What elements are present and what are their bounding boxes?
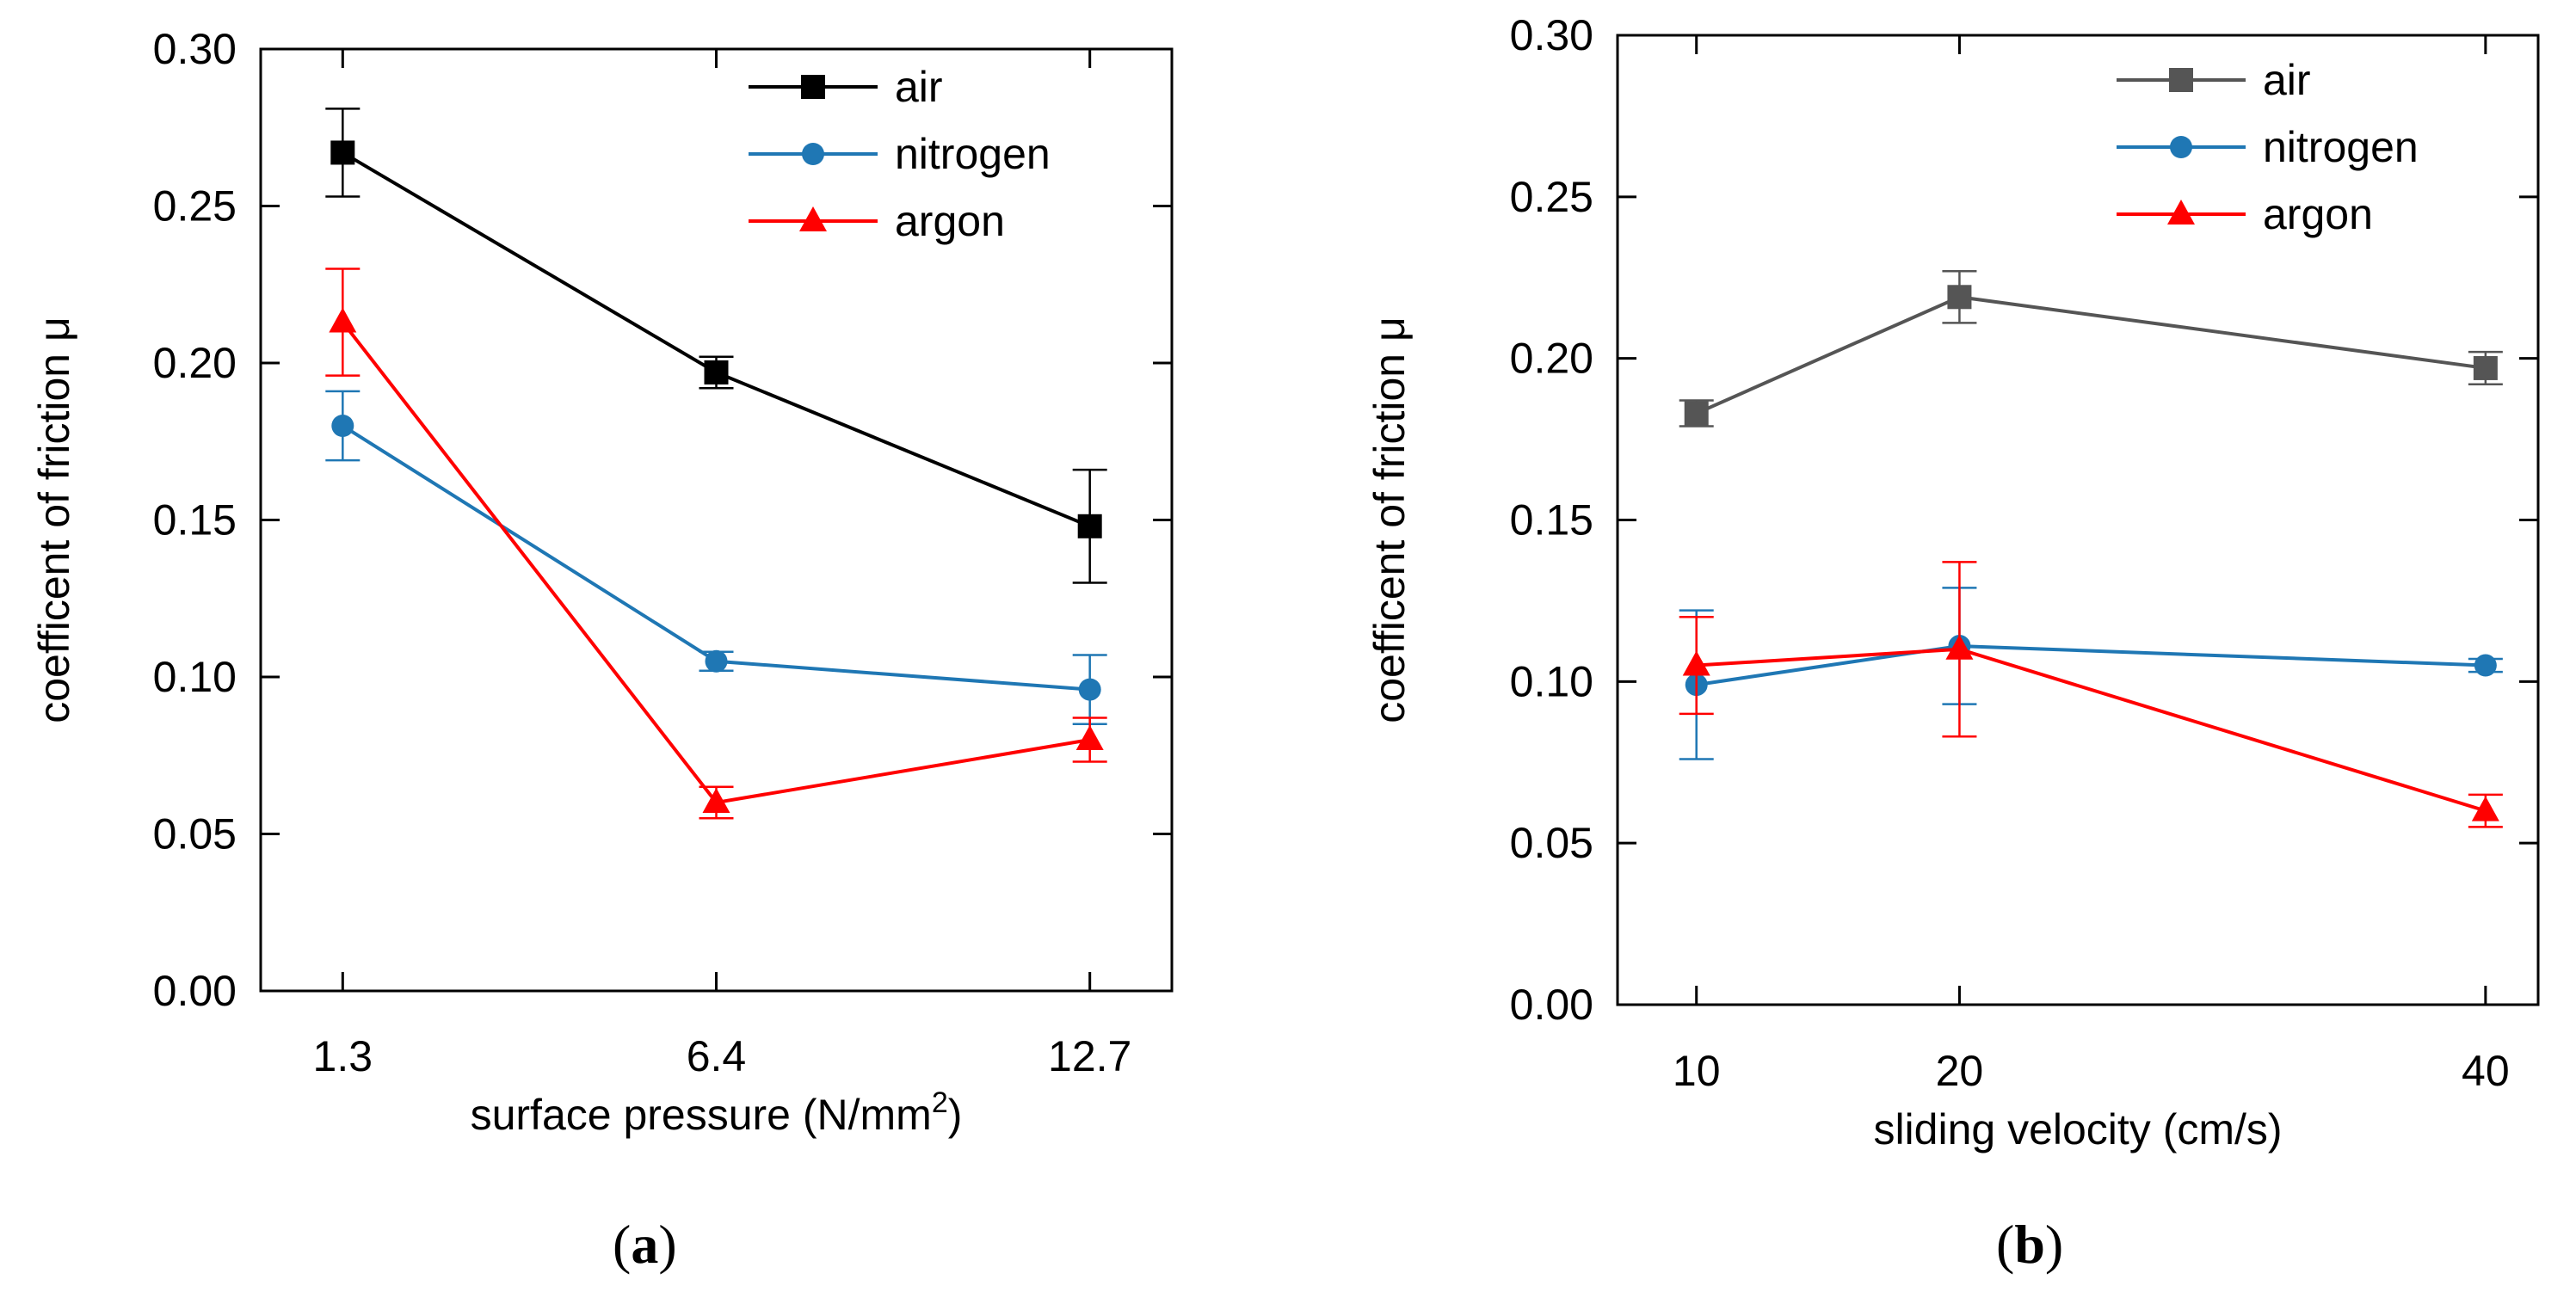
x-tick-label: 40 [2462,1047,2510,1095]
data-point-air [1684,401,1709,426]
legend-label: air [2263,56,2311,104]
legend-marker [2169,68,2193,92]
legend-entry-argon: argon [2117,190,2373,238]
y-tick-label: 0.30 [1510,11,1593,59]
x-tick-label: 12.7 [1048,1032,1131,1080]
x-tick-label: 1.3 [313,1032,373,1080]
data-point-argon [1945,634,1974,660]
y-tick-label: 0.20 [1510,335,1593,383]
data-point-air [1947,285,1972,310]
legend-label: nitrogen [2263,123,2419,171]
legend-entry-nitrogen: nitrogen [749,130,1051,178]
data-point-argon [2471,796,2499,821]
series-line-argon [1696,647,2487,813]
legend-label: air [895,63,943,111]
legend-entry-nitrogen: nitrogen [2117,123,2419,171]
series-line-nitrogen [1696,644,2486,687]
legend-entry-air: air [749,63,943,111]
series-line-argon [341,321,1091,805]
panel-a: 0.00 0.05 0.10 0.15 0.20 0.25 0.30 1.3 6.4 12.7 su… [30,25,1174,1275]
panel-sublabel-letter: b [2014,1214,2045,1275]
legend-marker [2170,136,2192,158]
legend-label: argon [895,197,1005,245]
data-point-nitrogen [2474,654,2497,677]
legend-marker [2167,200,2195,225]
y-tick-label: 0.20 [153,339,237,387]
y-tick-label: 0.10 [1510,657,1593,705]
data-point-air [704,360,729,384]
legend-label: argon [2263,190,2373,238]
plot-frame [259,47,1174,993]
legend-label: nitrogen [895,130,1051,178]
x-axis-label-close: ) [948,1091,963,1139]
y-tick-label: 0.00 [153,967,237,1015]
panel-b: 0.00 0.05 0.10 0.15 0.20 0.25 0.30 10 20 40 slidin… [1365,11,2540,1275]
x-axis-label: sliding velocity (cm/s) [1873,1105,2282,1153]
y-tick-label: 0.05 [153,810,237,858]
data-point-nitrogen [331,415,354,437]
panel-sublabel: (b) [1996,1214,2063,1275]
x-tick-label: 20 [1936,1047,1984,1095]
data-point-argon [329,307,357,333]
data-point-argon [702,788,730,813]
x-axis-label-sup: 2 [932,1086,948,1119]
y-tick-label: 0.15 [1510,496,1593,544]
series-line-air [1695,295,2487,415]
plot-frame [1616,34,2540,1006]
data-point-air [2473,355,2498,380]
legend-entry-argon: argon [749,197,1005,245]
y-tick-label: 0.10 [153,653,237,701]
panel-sublabel-letter: a [631,1214,658,1275]
data-point-air [330,140,355,165]
data-point-air [1077,514,1102,538]
x-axis-label: surface pressure (N/mm2) [471,1086,963,1139]
legend-marker [801,75,825,99]
legend-marker [799,206,827,231]
data-point-argon [1682,650,1710,676]
y-tick-label: 0.30 [153,25,237,73]
y-axis-label: coefficent of friction μ [1365,317,1414,723]
y-tick-label: 0.25 [153,182,237,231]
y-tick-label: 0.05 [1510,819,1593,867]
x-tick-label: 6.4 [687,1032,747,1080]
data-point-argon [1075,725,1104,750]
data-point-nitrogen [1078,678,1101,701]
y-tick-label: 0.15 [153,496,237,544]
x-tick-label: 10 [1673,1047,1721,1095]
panel-sublabel: (a) [613,1214,677,1275]
y-tick-label: 0.25 [1510,173,1593,221]
legend-marker [802,143,824,165]
data-point-nitrogen [705,649,728,673]
y-tick-label: 0.00 [1510,981,1593,1029]
y-axis-label: coefficent of friction μ [30,317,78,723]
legend-entry-air: air [2117,56,2311,104]
